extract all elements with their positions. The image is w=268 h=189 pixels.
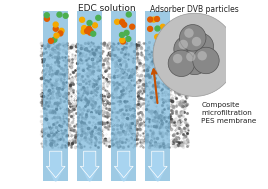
Text: Composite
microfiltration
PES membrane: Composite microfiltration PES membrane [201,102,257,124]
Circle shape [180,25,206,51]
Circle shape [160,24,165,29]
Circle shape [52,37,57,42]
Circle shape [59,28,64,33]
Circle shape [163,31,168,36]
Circle shape [165,30,169,35]
Circle shape [181,48,208,75]
Circle shape [53,22,58,27]
Circle shape [85,29,90,33]
Circle shape [87,26,91,31]
Circle shape [148,17,153,22]
Circle shape [53,26,58,31]
Bar [111,11,136,181]
Circle shape [155,17,159,22]
Circle shape [87,20,92,25]
Circle shape [174,36,200,62]
Circle shape [186,52,196,61]
Circle shape [120,39,125,44]
Circle shape [63,13,68,18]
FancyArrow shape [148,151,167,178]
Circle shape [198,51,207,60]
Circle shape [80,17,85,22]
Circle shape [88,29,93,34]
Circle shape [124,30,129,35]
Circle shape [165,29,170,34]
Circle shape [88,30,93,35]
Circle shape [151,17,156,22]
Circle shape [162,27,167,32]
Circle shape [120,20,125,25]
Bar [77,11,102,181]
Circle shape [115,19,120,24]
Circle shape [92,23,97,28]
Circle shape [126,12,131,17]
Circle shape [120,38,125,43]
Circle shape [120,33,124,37]
Circle shape [173,54,182,63]
Text: EDC solution: EDC solution [78,4,136,13]
Bar [43,11,68,181]
Circle shape [96,15,101,20]
Circle shape [57,12,62,17]
Circle shape [153,13,236,96]
Circle shape [168,50,195,77]
Bar [146,11,170,181]
Circle shape [120,19,124,24]
Circle shape [58,31,63,36]
Circle shape [54,33,59,38]
FancyArrow shape [46,151,65,178]
Text: Adsorber DVB particles: Adsorber DVB particles [150,5,239,14]
FancyArrow shape [80,151,99,178]
Circle shape [184,28,194,38]
Circle shape [187,33,214,60]
Circle shape [155,34,160,39]
Circle shape [192,37,201,46]
Circle shape [148,26,152,31]
Circle shape [193,47,219,74]
Circle shape [49,38,53,43]
Circle shape [122,22,127,27]
Circle shape [82,26,87,30]
Circle shape [155,26,160,31]
Circle shape [44,16,49,21]
Circle shape [91,31,96,36]
Circle shape [126,36,131,41]
Circle shape [81,29,86,34]
Circle shape [44,13,49,18]
Circle shape [130,24,135,29]
FancyArrow shape [114,151,133,178]
Circle shape [178,40,188,49]
